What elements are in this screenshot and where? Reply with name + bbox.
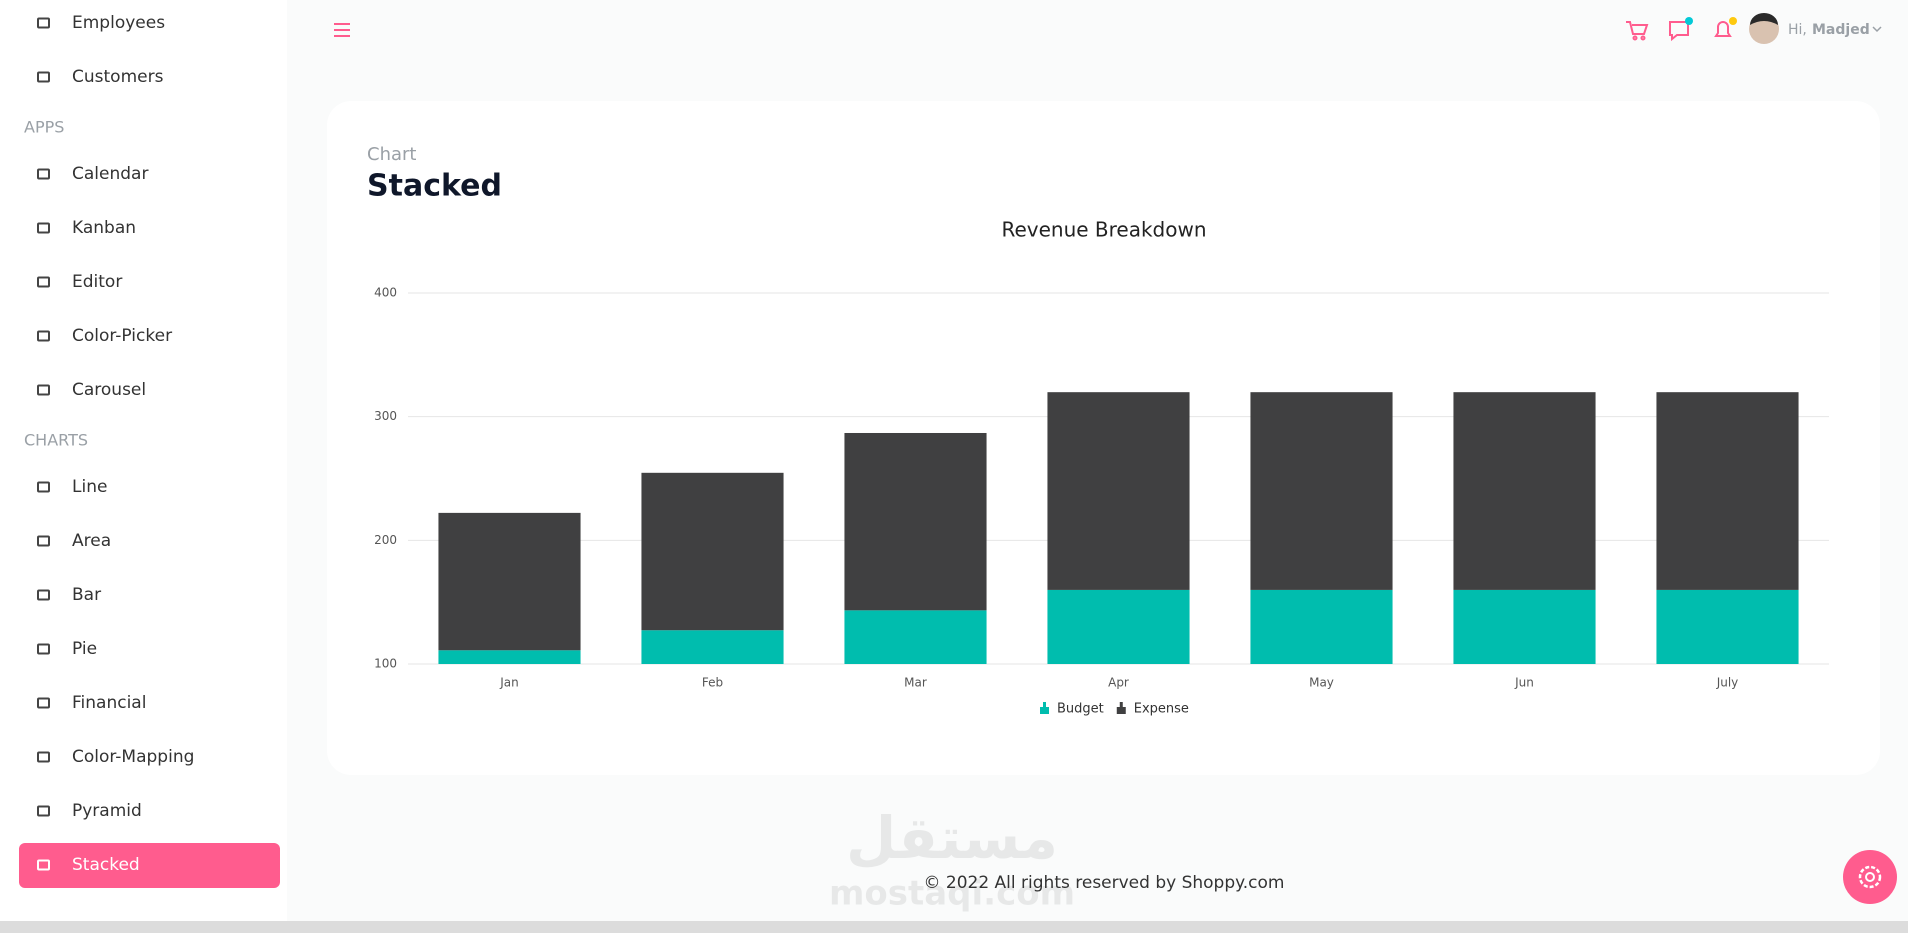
bar-segment <box>844 610 987 664</box>
nav-icon <box>37 17 50 29</box>
x-tick-label: Apr <box>1108 676 1129 690</box>
bar-segment <box>1453 392 1596 590</box>
bar-segment <box>844 432 987 611</box>
nav-icon <box>37 330 50 342</box>
nav-item[interactable]: Area <box>72 531 112 551</box>
hamburger[interactable] <box>334 23 350 37</box>
nav-item[interactable]: Color-Mapping <box>72 747 195 767</box>
y-tick-label: 400 <box>374 286 397 300</box>
sidebar: Employees Customers APPS Calendar Kanban Edit… <box>0 0 287 921</box>
chat-icon[interactable] <box>1669 17 1693 42</box>
chevron[interactable] <box>1872 26 1882 33</box>
watermark: mostaqi.com <box>829 874 1075 914</box>
bar-segment <box>1047 589 1190 664</box>
nav-item[interactable]: Pie <box>72 639 98 659</box>
bar-segment <box>438 512 581 651</box>
nav-icon <box>37 384 50 396</box>
page-category: Chart <box>367 144 416 165</box>
nav-icon <box>37 589 50 601</box>
active-highlight[interactable] <box>19 843 280 888</box>
nav-item[interactable]: Color-Picker <box>72 326 173 346</box>
nav-icon <box>37 481 50 493</box>
y-tick-label: 200 <box>374 533 397 547</box>
nav-item[interactable]: Customers <box>72 67 164 87</box>
nav-icon <box>37 859 50 871</box>
avatar[interactable] <box>1749 13 1779 44</box>
x-tick-label: Jun <box>1514 676 1534 690</box>
y-tick-label: 100 <box>374 657 397 671</box>
bar-segment <box>1047 392 1190 590</box>
nav-item[interactable]: Carousel <box>72 380 147 400</box>
bar-segment <box>641 472 784 631</box>
footer: © 2022 All rights reserved by Shoppy.com <box>923 873 1284 893</box>
section-title: APPS <box>24 117 65 137</box>
page-title: Stacked <box>367 169 502 204</box>
nav-icon <box>37 71 50 83</box>
cart-icon[interactable] <box>1626 21 1649 41</box>
section-title: CHARTS <box>24 430 89 450</box>
nav-icon <box>37 276 50 288</box>
bar-segment <box>641 630 784 664</box>
nav-icon <box>37 751 50 763</box>
nav-icon <box>37 535 50 547</box>
bell-icon[interactable] <box>1714 17 1737 37</box>
legend-marker <box>1116 702 1126 714</box>
x-tick-label: Mar <box>904 676 927 690</box>
nav-icon <box>37 643 50 655</box>
nav-item[interactable]: Editor <box>72 272 123 292</box>
x-tick-label: May <box>1309 676 1334 690</box>
watermark: مستقل <box>846 804 1058 872</box>
legend-label: Expense <box>1134 702 1189 717</box>
nav-item[interactable]: Financial <box>72 693 147 713</box>
nav-item[interactable]: Line <box>72 477 108 497</box>
nav-item[interactable]: Calendar <box>72 164 149 184</box>
nav-icon <box>37 697 50 709</box>
nav-item[interactable]: Employees <box>72 13 166 33</box>
nav-item[interactable]: Stacked <box>72 855 140 875</box>
nav-icon <box>37 222 50 234</box>
bar-segment <box>1453 589 1596 664</box>
bar-segment <box>1656 392 1799 590</box>
y-tick-label: 300 <box>374 409 397 423</box>
bar-segment <box>1656 589 1799 664</box>
x-tick-label: Feb <box>702 676 723 690</box>
greeting: Hi, <box>1788 22 1807 38</box>
bar-segment <box>1250 589 1393 664</box>
x-tick-label: Jan <box>499 676 519 690</box>
user-name[interactable]: Madjed <box>1812 22 1870 38</box>
nav-item[interactable]: Bar <box>72 585 102 605</box>
legend-marker <box>1040 702 1049 714</box>
legend-label: Budget <box>1057 702 1104 717</box>
x-tick-label: July <box>1716 676 1739 690</box>
bar-segment <box>1250 392 1393 590</box>
nav-item[interactable]: Kanban <box>72 218 137 238</box>
chart-title: Revenue Breakdown <box>1001 218 1206 242</box>
scrollbar[interactable] <box>0 921 1908 933</box>
settings-button[interactable] <box>1843 850 1897 904</box>
bar-segment <box>438 650 581 664</box>
nav-item[interactable]: Pyramid <box>72 801 142 821</box>
nav-icon <box>37 168 50 180</box>
nav-icon <box>37 805 50 817</box>
